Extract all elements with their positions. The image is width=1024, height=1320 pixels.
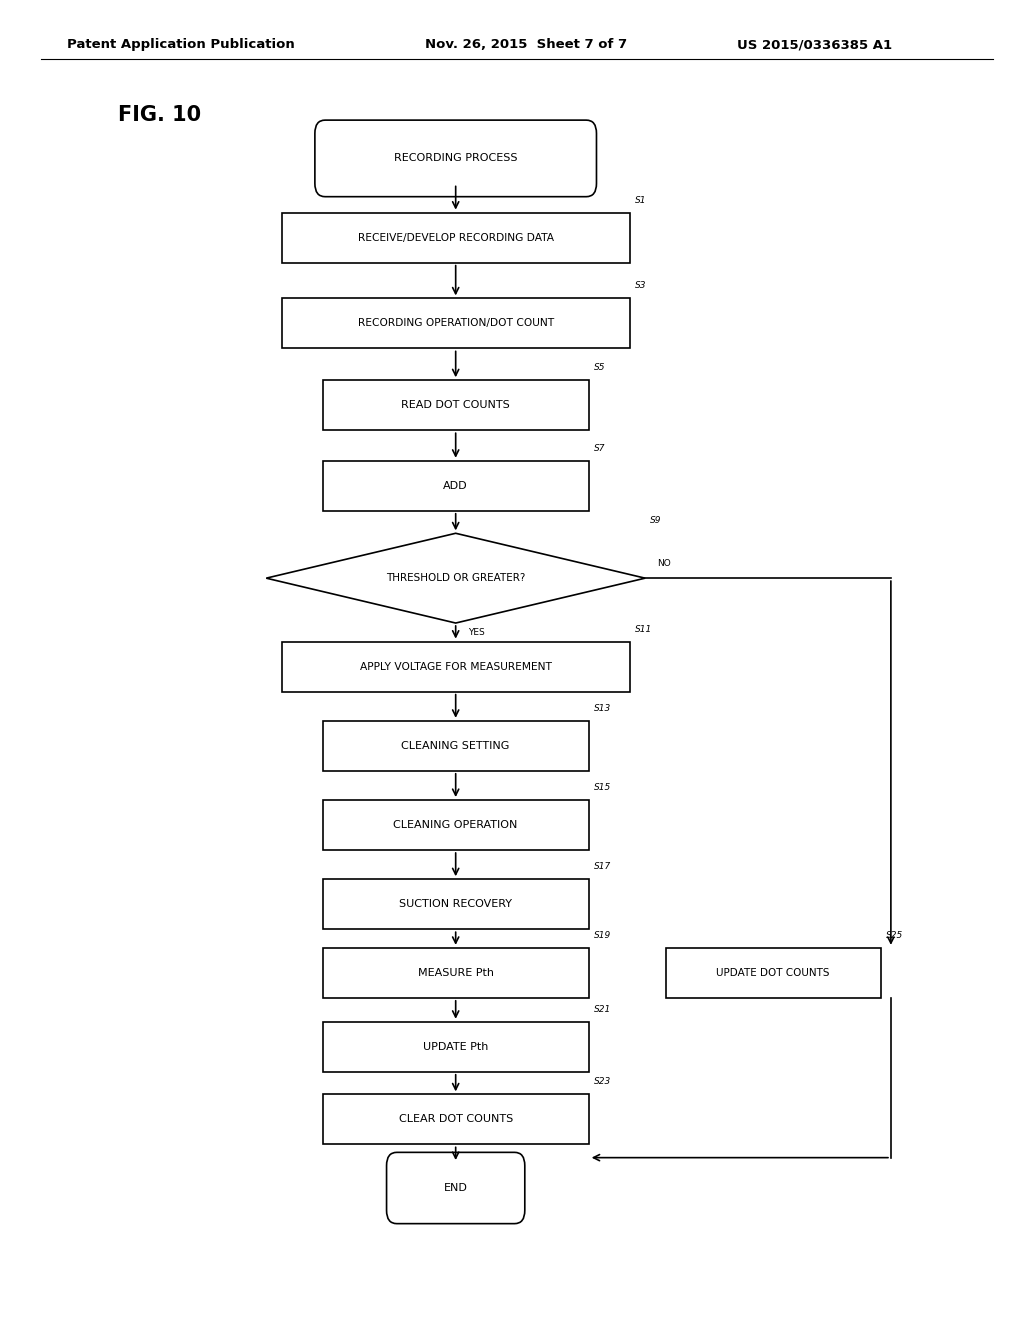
- Text: S7: S7: [594, 444, 605, 453]
- Bar: [282, 642, 630, 692]
- Text: S15: S15: [594, 783, 611, 792]
- Text: S19: S19: [594, 931, 611, 940]
- Text: UPDATE DOT COUNTS: UPDATE DOT COUNTS: [717, 968, 829, 978]
- Bar: [323, 948, 589, 998]
- Text: READ DOT COUNTS: READ DOT COUNTS: [401, 400, 510, 411]
- Text: SUCTION RECOVERY: SUCTION RECOVERY: [399, 899, 512, 909]
- Text: CLEAR DOT COUNTS: CLEAR DOT COUNTS: [398, 1114, 513, 1125]
- Bar: [323, 879, 589, 929]
- FancyBboxPatch shape: [315, 120, 596, 197]
- Bar: [282, 298, 630, 348]
- Bar: [323, 721, 589, 771]
- Text: S11: S11: [635, 624, 652, 634]
- Text: THRESHOLD OR GREATER?: THRESHOLD OR GREATER?: [386, 573, 525, 583]
- Text: CLEANING SETTING: CLEANING SETTING: [401, 741, 510, 751]
- Text: ADD: ADD: [443, 480, 468, 491]
- Bar: [323, 461, 589, 511]
- Text: S17: S17: [594, 862, 611, 871]
- Text: S13: S13: [594, 704, 611, 713]
- Text: UPDATE Pth: UPDATE Pth: [423, 1041, 488, 1052]
- Text: S3: S3: [635, 281, 646, 290]
- Polygon shape: [266, 533, 645, 623]
- Text: Nov. 26, 2015  Sheet 7 of 7: Nov. 26, 2015 Sheet 7 of 7: [425, 38, 627, 51]
- Bar: [323, 800, 589, 850]
- Text: APPLY VOLTAGE FOR MEASUREMENT: APPLY VOLTAGE FOR MEASUREMENT: [359, 661, 552, 672]
- Text: S21: S21: [594, 1005, 611, 1014]
- Bar: [323, 1094, 589, 1144]
- Text: RECORDING OPERATION/DOT COUNT: RECORDING OPERATION/DOT COUNT: [357, 318, 554, 329]
- Bar: [282, 213, 630, 263]
- Bar: [666, 948, 881, 998]
- Text: S1: S1: [635, 195, 646, 205]
- Text: RECEIVE/DEVELOP RECORDING DATA: RECEIVE/DEVELOP RECORDING DATA: [357, 232, 554, 243]
- Bar: [323, 380, 589, 430]
- Text: END: END: [443, 1183, 468, 1193]
- Text: S23: S23: [594, 1077, 611, 1086]
- Text: NO: NO: [657, 558, 671, 568]
- FancyBboxPatch shape: [387, 1152, 524, 1224]
- Text: Patent Application Publication: Patent Application Publication: [67, 38, 294, 51]
- Text: YES: YES: [468, 628, 484, 638]
- Text: CLEANING OPERATION: CLEANING OPERATION: [393, 820, 518, 830]
- Text: S5: S5: [594, 363, 605, 372]
- Text: RECORDING PROCESS: RECORDING PROCESS: [394, 153, 517, 164]
- Text: US 2015/0336385 A1: US 2015/0336385 A1: [737, 38, 892, 51]
- Text: S25: S25: [886, 931, 903, 940]
- Text: FIG. 10: FIG. 10: [118, 104, 201, 125]
- Bar: [323, 1022, 589, 1072]
- Text: S9: S9: [650, 516, 662, 525]
- Text: MEASURE Pth: MEASURE Pth: [418, 968, 494, 978]
